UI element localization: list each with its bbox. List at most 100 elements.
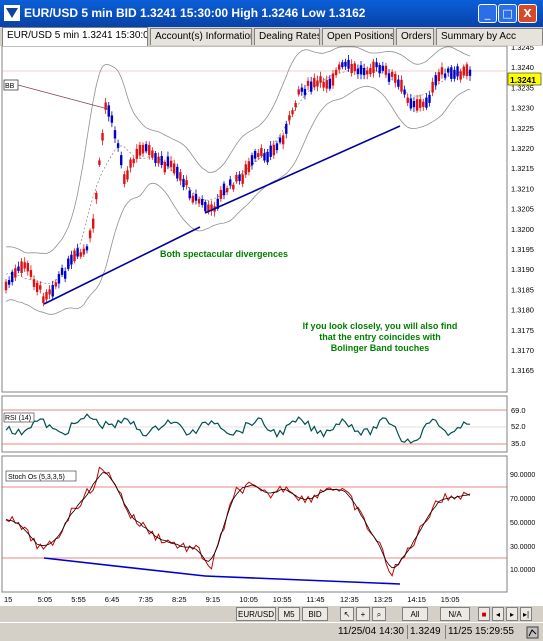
end-icon[interactable]: ▸| — [520, 607, 532, 621]
candle — [73, 250, 76, 262]
time-tick-label: 11:45 — [306, 595, 324, 604]
candle — [384, 65, 388, 75]
candle — [39, 285, 42, 290]
cursor-tool-icon[interactable]: ↖ — [340, 607, 354, 621]
price-trendline-right — [204, 125, 401, 214]
stoch-trendline-right — [204, 575, 401, 585]
candle — [281, 135, 285, 145]
prev-icon[interactable]: ◂ — [492, 607, 504, 621]
annotation-divergence: Both spectacular divergences — [160, 249, 288, 259]
candle — [443, 73, 447, 78]
tab-open-positions[interactable]: Open Positions — [322, 28, 394, 45]
candle — [400, 79, 403, 92]
candle — [465, 64, 469, 77]
candle — [275, 143, 279, 151]
candle — [257, 153, 260, 158]
candle — [272, 144, 276, 156]
annotation-entry-line-3: Bolinger Band touches — [331, 343, 430, 353]
candle — [347, 59, 350, 69]
candle — [104, 102, 107, 110]
candle — [313, 77, 316, 88]
candle — [453, 69, 456, 79]
candle — [309, 81, 313, 92]
candle — [263, 153, 266, 161]
stop-icon[interactable]: ■ — [478, 607, 490, 621]
candle — [95, 193, 98, 200]
candle — [144, 144, 148, 152]
candle — [20, 261, 23, 274]
tab-chart[interactable]: EUR/USD 5 min 1.3241 15:30:00 — [2, 27, 148, 46]
chart-area[interactable]: 1.3245 1.3240 1.3235 1.3230 1.3225 1.3220 1.32… — [0, 43, 543, 619]
candle — [447, 68, 450, 73]
zoom-tool-icon[interactable]: ⌕ — [372, 607, 386, 621]
time-tick-label: 5:05 — [38, 595, 53, 604]
price-tick-label: 1.3215 — [511, 164, 534, 173]
candle — [378, 64, 381, 74]
candle — [157, 156, 160, 164]
candle — [23, 262, 26, 269]
candle — [70, 254, 73, 265]
time-tick-label: 8:25 — [172, 595, 187, 604]
next-icon[interactable]: ▸ — [506, 607, 518, 621]
candle — [418, 99, 422, 108]
candle — [375, 62, 378, 68]
bb-connector — [17, 84, 109, 110]
rsi-tick-52: 52.0 — [511, 422, 526, 431]
na-button[interactable]: N/A — [440, 607, 470, 621]
time-tick-label: 6:45 — [105, 595, 120, 604]
price-tick-label: 1.3230 — [511, 104, 534, 113]
candle — [116, 143, 120, 148]
candle — [325, 80, 328, 89]
candle — [334, 69, 338, 76]
candle — [462, 66, 465, 76]
candle — [216, 198, 219, 209]
candle — [88, 230, 92, 239]
tab-orders[interactable]: Orders — [396, 28, 434, 45]
candle — [154, 153, 157, 163]
candle — [440, 67, 444, 75]
candle — [247, 161, 251, 173]
candle — [359, 65, 363, 75]
candle — [397, 79, 400, 87]
symbol-button[interactable]: EUR/USD — [236, 607, 276, 621]
bollinger-upper — [5, 46, 471, 254]
timeframe-button[interactable]: M5 — [278, 607, 300, 621]
minimize-button[interactable]: _ — [478, 4, 497, 23]
candle — [151, 150, 154, 158]
candle — [403, 89, 406, 95]
time-tick-label: 15 — [4, 595, 12, 604]
side-button[interactable]: BID — [302, 607, 328, 621]
candle — [269, 145, 272, 157]
all-button[interactable]: All — [402, 607, 428, 621]
candle — [110, 115, 114, 123]
candle — [76, 248, 79, 257]
stoch-tick-10: 10.0000 — [510, 567, 535, 574]
tab-account-information[interactable]: Account(s) Information — [150, 28, 252, 45]
candle — [225, 188, 229, 193]
price-trendline-left — [43, 226, 201, 305]
tab-summary-by-account[interactable]: Summary by Acc — [436, 28, 543, 45]
candle — [356, 68, 360, 75]
close-button[interactable]: X — [518, 4, 537, 23]
candle — [294, 102, 297, 108]
candle — [141, 144, 145, 154]
chart-canvas[interactable]: 1.3245 1.3240 1.3235 1.3230 1.3225 1.3220 1.32… — [0, 43, 543, 606]
connection-icon — [526, 626, 539, 639]
candle — [369, 68, 372, 75]
candle — [67, 258, 70, 269]
crosshair-tool-icon[interactable]: + — [356, 607, 370, 621]
candle — [163, 161, 167, 173]
candle — [210, 204, 213, 211]
stoch-trendline-left — [43, 557, 206, 577]
candle — [350, 63, 353, 74]
price-tick-label: 1.3205 — [511, 205, 534, 214]
candle — [319, 76, 322, 83]
tab-dealing-rates[interactable]: Dealing Rates — [254, 28, 320, 45]
candle — [45, 291, 48, 300]
price-tick-label: 1.3245 — [511, 46, 534, 52]
maximize-button[interactable]: □ — [498, 4, 517, 23]
candle — [425, 97, 428, 108]
window-title: EUR/USD 5 min BID 1.3241 15:30:00 High 1… — [24, 6, 366, 20]
candle — [322, 81, 325, 88]
candle — [434, 75, 437, 86]
